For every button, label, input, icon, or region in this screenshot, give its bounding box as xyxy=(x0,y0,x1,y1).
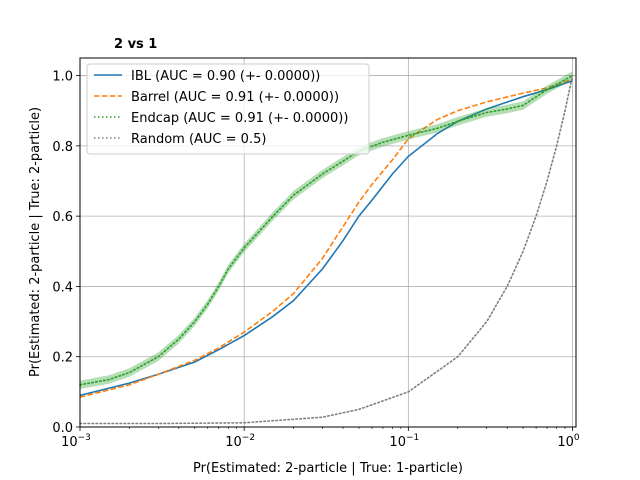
series-3-line xyxy=(79,74,574,425)
x-tick-base: 10 xyxy=(389,435,406,450)
series-1-line xyxy=(79,78,573,398)
plot-frame xyxy=(79,57,577,428)
x-tick-label: 100 xyxy=(557,433,580,450)
axis-ticks: 0.00.20.40.60.81.010−3 10−2 10−1 100 xyxy=(52,70,580,450)
x-tick-exponent: 0 xyxy=(574,433,580,443)
x-tick-base: 10 xyxy=(61,435,78,450)
x-tick-exponent: −3 xyxy=(78,433,91,443)
x-tick-label: 10−2 xyxy=(225,433,255,450)
x-tick-base: 10 xyxy=(225,435,242,450)
legend-label-0: IBL (AUC = 0.90 (+- 0.0000)) xyxy=(131,69,320,84)
y-axis-label: Pr(Estimated: 2-particle | True: 2-parti… xyxy=(28,107,43,377)
y-tick-label: 0.4 xyxy=(52,280,73,295)
x-tick-label: 10−1 xyxy=(389,433,419,450)
x-tick-exponent: −1 xyxy=(406,433,419,443)
y-tick-label: 0.6 xyxy=(52,210,73,225)
series-2-line xyxy=(79,74,574,386)
x-tick-exponent: −2 xyxy=(242,433,255,443)
legend-box xyxy=(86,63,370,155)
x-axis-label: Pr(Estimated: 2-particle | True: 1-parti… xyxy=(193,461,463,476)
y-tick-label: 1.0 xyxy=(52,70,73,85)
x-tick-label: 10−3 xyxy=(61,433,91,450)
legend-label-3: Random (AUC = 0.5) xyxy=(131,132,266,147)
legend-label-2: Endcap (AUC = 0.91 (+- 0.0000)) xyxy=(131,111,348,126)
y-tick-label: 0.8 xyxy=(52,140,73,155)
chart-title: 2 vs 1 xyxy=(114,37,157,52)
y-tick-label: 0.2 xyxy=(52,351,73,366)
legend: IBL (AUC = 0.90 (+- 0.0000)) Barrel (AUC … xyxy=(86,63,370,155)
y-tick-label: 0.0 xyxy=(52,421,73,436)
series-0-line xyxy=(79,80,573,397)
series-layer xyxy=(79,71,574,425)
legend-label-1: Barrel (AUC = 0.91 (+- 0.0000)) xyxy=(131,90,339,105)
x-tick-base: 10 xyxy=(557,435,574,450)
